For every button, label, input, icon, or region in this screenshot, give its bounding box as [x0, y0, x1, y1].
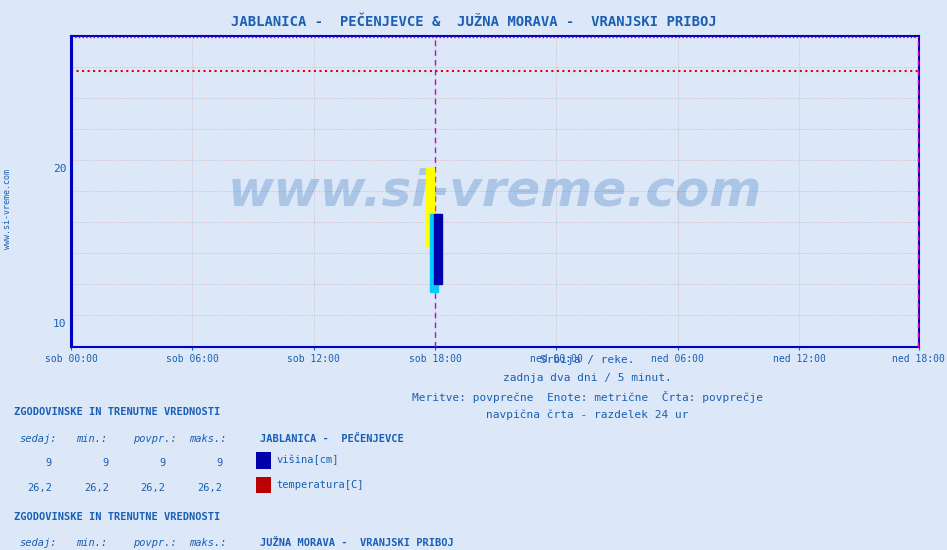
Text: temperatura[C]: temperatura[C] [277, 480, 364, 490]
Text: 26,2: 26,2 [141, 483, 166, 493]
Bar [434, 214, 441, 284]
Text: www.si-vreme.com: www.si-vreme.com [3, 169, 12, 249]
Text: min.:: min.: [76, 538, 107, 548]
Text: maks.:: maks.: [189, 538, 227, 548]
Text: Meritve: povprečne  Enote: metrične  Črta: povprečje: Meritve: povprečne Enote: metrične Črta:… [412, 391, 762, 403]
Text: 26,2: 26,2 [198, 483, 223, 493]
Text: 26,2: 26,2 [27, 483, 52, 493]
Text: min.:: min.: [76, 433, 107, 444]
Text: 9: 9 [45, 458, 52, 469]
Text: maks.:: maks.: [189, 433, 227, 444]
Text: zadnja dva dni / 5 minut.: zadnja dva dni / 5 minut. [503, 373, 671, 383]
Text: 9: 9 [216, 458, 223, 469]
Text: 9: 9 [102, 458, 109, 469]
Text: povpr.:: povpr.: [133, 538, 176, 548]
Text: navpična črta - razdelek 24 ur: navpična črta - razdelek 24 ur [486, 409, 688, 420]
Text: ZGODOVINSKE IN TRENUTNE VREDNOSTI: ZGODOVINSKE IN TRENUTNE VREDNOSTI [14, 407, 221, 417]
Text: Srbija / reke.: Srbija / reke. [540, 355, 634, 365]
Text: 26,2: 26,2 [84, 483, 109, 493]
Bar [426, 168, 434, 245]
Text: višina[cm]: višina[cm] [277, 455, 339, 465]
Text: www.si-vreme.com: www.si-vreme.com [227, 167, 762, 215]
Bar [430, 214, 438, 292]
Text: ZGODOVINSKE IN TRENUTNE VREDNOSTI: ZGODOVINSKE IN TRENUTNE VREDNOSTI [14, 512, 221, 522]
Text: JABLANICA -  PEČENJEVCE: JABLANICA - PEČENJEVCE [260, 433, 404, 444]
Text: sedaj:: sedaj: [19, 433, 57, 444]
Text: 9: 9 [159, 458, 166, 469]
Text: JABLANICA -  PEČENJEVCE &  JUŽNA MORAVA -  VRANJSKI PRIBOJ: JABLANICA - PEČENJEVCE & JUŽNA MORAVA - … [231, 15, 716, 29]
Text: povpr.:: povpr.: [133, 433, 176, 444]
Text: sedaj:: sedaj: [19, 538, 57, 548]
Text: JUŽNA MORAVA -  VRANJSKI PRIBOJ: JUŽNA MORAVA - VRANJSKI PRIBOJ [260, 538, 455, 548]
